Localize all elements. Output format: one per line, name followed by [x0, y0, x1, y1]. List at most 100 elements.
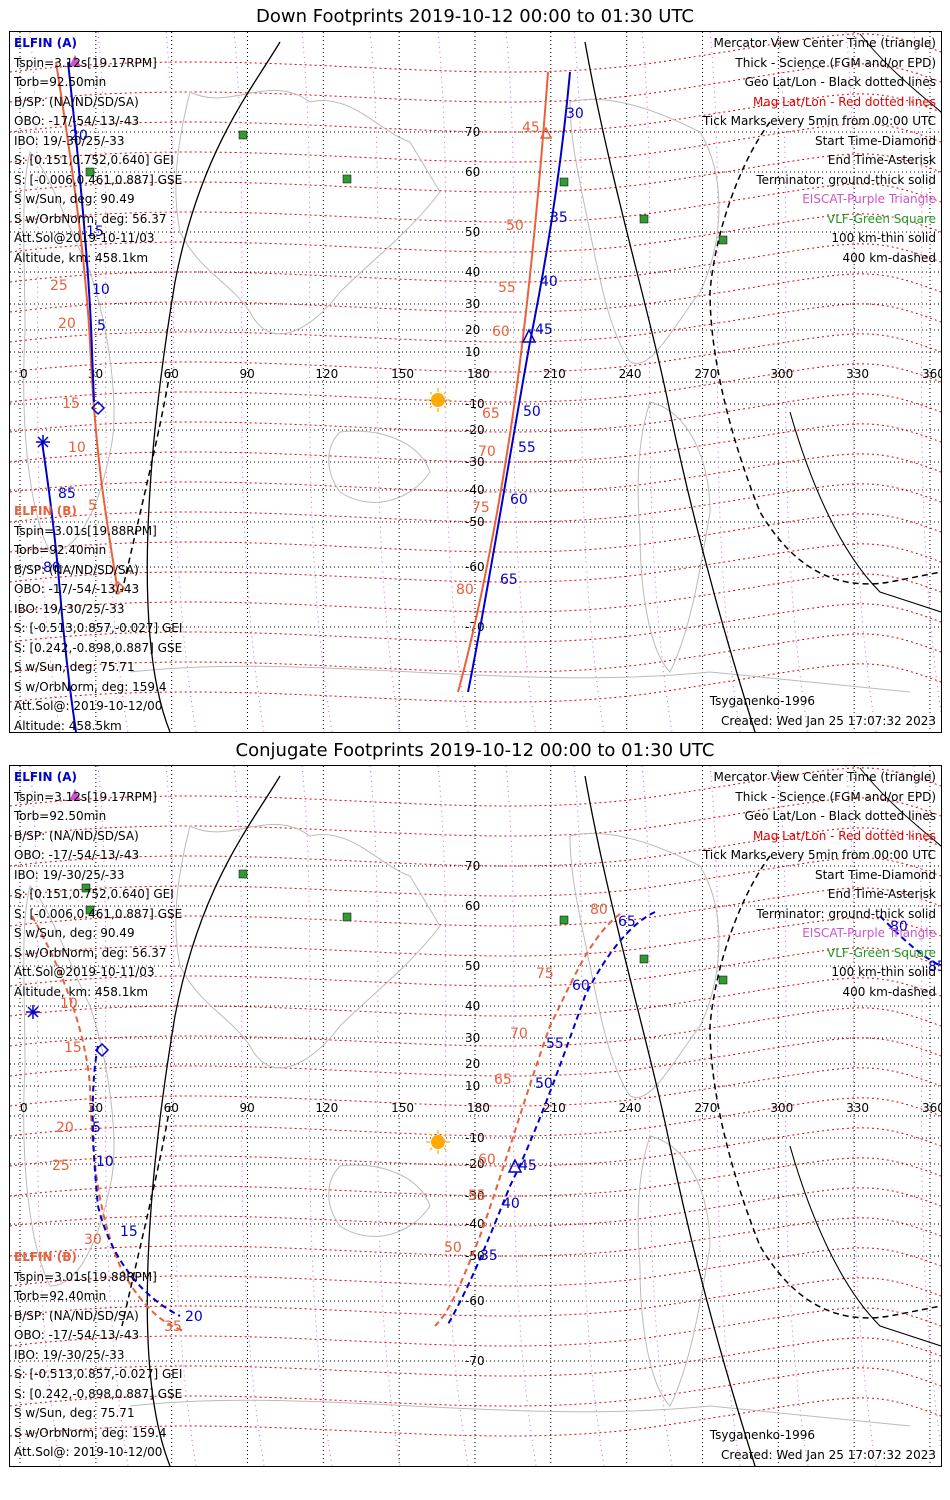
coastline	[129, 665, 911, 693]
mag-lat-line	[10, 453, 941, 493]
svg-text:20: 20	[56, 1120, 74, 1136]
svg-text:15: 15	[62, 396, 80, 412]
mag-lat-line	[10, 1307, 941, 1347]
svg-text:15: 15	[120, 1224, 138, 1240]
svg-text:20: 20	[70, 128, 88, 144]
mag-lat-line	[10, 977, 941, 1017]
lon-tick-label: 270	[695, 367, 718, 381]
sun-icon	[426, 388, 450, 412]
info-line: S: [0.151,0.752,0.640] GEI	[14, 887, 174, 901]
mag-lat-line	[10, 887, 941, 927]
lon-tick-label: 0	[20, 1101, 28, 1115]
info-line: Att.Sol@: 2019-10-12/00	[14, 699, 163, 713]
info-line: Altitude: 458.5km	[14, 718, 122, 733]
info-line: OBO: -17/-54/-13/-43	[14, 848, 140, 862]
lat-tick-label: 30	[465, 1031, 480, 1045]
vlf-station-marker	[342, 174, 352, 184]
elfin-a-track	[41, 441, 77, 732]
map-panel-down: 0 30 60 90 120 150 180 210 240 270 300 330 360 70 60 50…	[9, 31, 942, 733]
info-line: Torb=92.50min	[14, 809, 107, 823]
legend-item: Mag Lat/Lon - Red dotted lines	[752, 828, 936, 843]
legend-item: Geo Lat/Lon - Black dotted lines	[744, 809, 936, 823]
svg-text:20: 20	[185, 1309, 203, 1325]
info-line: S w/OrbNorm, deg: 56.37	[14, 211, 167, 226]
eiscat-marker	[69, 54, 81, 67]
svg-text:50: 50	[506, 218, 524, 234]
info-line: S w/OrbNorm, deg: 56.37	[14, 945, 167, 960]
lon-tick-label: 240	[619, 1101, 642, 1115]
legend-item: End Time-Asterisk	[827, 887, 936, 901]
svg-text:10: 10	[68, 440, 86, 456]
mag-lat-line	[10, 423, 941, 463]
coastline	[637, 401, 711, 673]
center-time-triangle-a	[521, 328, 537, 343]
svg-text:75: 75	[472, 500, 490, 516]
lat-tick-label: -30	[465, 455, 485, 469]
info-line: OBO: -17/-54/-13/-43	[14, 114, 140, 128]
coastline	[175, 89, 441, 335]
info-line: S w/Sun, deg: 90.49	[14, 926, 135, 940]
svg-text:55: 55	[498, 280, 516, 296]
elfin-a-label: ELFIN (A)	[14, 36, 77, 50]
mag-lat-line	[10, 483, 941, 523]
legend: Mercator View Center Time (triangle) Thic…	[703, 34, 936, 268]
mag-lat-line	[10, 93, 941, 133]
lon-tick-label: 300	[770, 367, 793, 381]
svg-text:60: 60	[478, 1152, 496, 1168]
legend-item: Tick Marks every 5min from 00:00 UTC	[702, 114, 936, 128]
svg-text:65: 65	[500, 572, 518, 588]
info-line: IBO: 19/-30/25/-33	[14, 1347, 125, 1362]
elfin-a-track	[446, 911, 656, 1327]
created-label: Created: Wed Jan 25 17:07:32 2023	[721, 1448, 936, 1462]
model-label: Tsyganenko-1996	[709, 694, 815, 708]
terminator-400km	[709, 855, 941, 1319]
terminator-line	[789, 411, 941, 613]
svg-text:10: 10	[60, 996, 78, 1012]
elfin-a-label: ELFIN (A)	[14, 770, 77, 784]
elfin-b-lines: Tspin=3.01s[19.88RPM] Torb=92.40min B/SP: …	[14, 1268, 182, 1467]
info-line: S w/OrbNorm, deg: 159.4	[14, 1425, 167, 1440]
lon-tick-label: 360	[922, 367, 941, 381]
mag-lat-line	[10, 213, 941, 253]
mag-lat-line	[10, 573, 941, 613]
lat-tick-label: -20	[465, 423, 485, 437]
vlf-station-marker	[81, 883, 91, 893]
info-line: IBO: 19/-30/25/-33	[14, 133, 125, 148]
start-diamond-a	[90, 400, 106, 416]
svg-text:25: 25	[50, 278, 68, 294]
svg-text:20: 20	[58, 316, 76, 332]
legend-item: EISCAT-Purple Triangle	[802, 926, 936, 940]
lon-tick-label: 210	[543, 1101, 566, 1115]
info-line: Tspin=3.12s[19.17RPM]	[14, 55, 157, 70]
legend-item: Geo Lat/Lon - Black dotted lines	[744, 75, 936, 89]
axis-labels: 0 30 60 90 120 150 180 210 240 270 300 330 360 70 60 50…	[20, 125, 941, 634]
svg-text:85: 85	[928, 959, 941, 975]
svg-text:35: 35	[480, 1248, 498, 1264]
sun-icon	[426, 1130, 450, 1154]
lat-tick-label: -40	[465, 483, 485, 497]
mag-lat-line	[10, 243, 941, 283]
coastline	[129, 1399, 911, 1427]
elfin-a-track	[91, 1045, 181, 1317]
info-line: S: [0.151,0.752,0.640] GEI	[14, 153, 174, 167]
lat-tick-label: -10	[465, 397, 485, 411]
mag-lat-line	[10, 183, 941, 223]
coastlines	[23, 89, 911, 693]
svg-text:45: 45	[522, 120, 540, 136]
svg-text:60: 60	[492, 324, 510, 340]
svg-text:5: 5	[88, 498, 97, 514]
info-line: S w/OrbNorm, deg: 159.4	[14, 679, 167, 694]
lon-tick-label: 210	[543, 367, 566, 381]
info-line: Tspin=3.12s[19.17RPM]	[14, 789, 157, 804]
svg-text:65: 65	[494, 1072, 512, 1088]
svg-text:40: 40	[540, 274, 558, 290]
coastline	[23, 151, 115, 553]
svg-text:55: 55	[518, 440, 536, 456]
lat-tick-label: -60	[465, 1294, 485, 1308]
geo-grid	[10, 766, 941, 1466]
svg-text:80: 80	[890, 919, 908, 935]
mag-lat-line	[10, 123, 941, 163]
mag-lat-line	[10, 543, 941, 583]
mag-lat-line	[10, 1007, 941, 1047]
coastline	[637, 1135, 711, 1407]
